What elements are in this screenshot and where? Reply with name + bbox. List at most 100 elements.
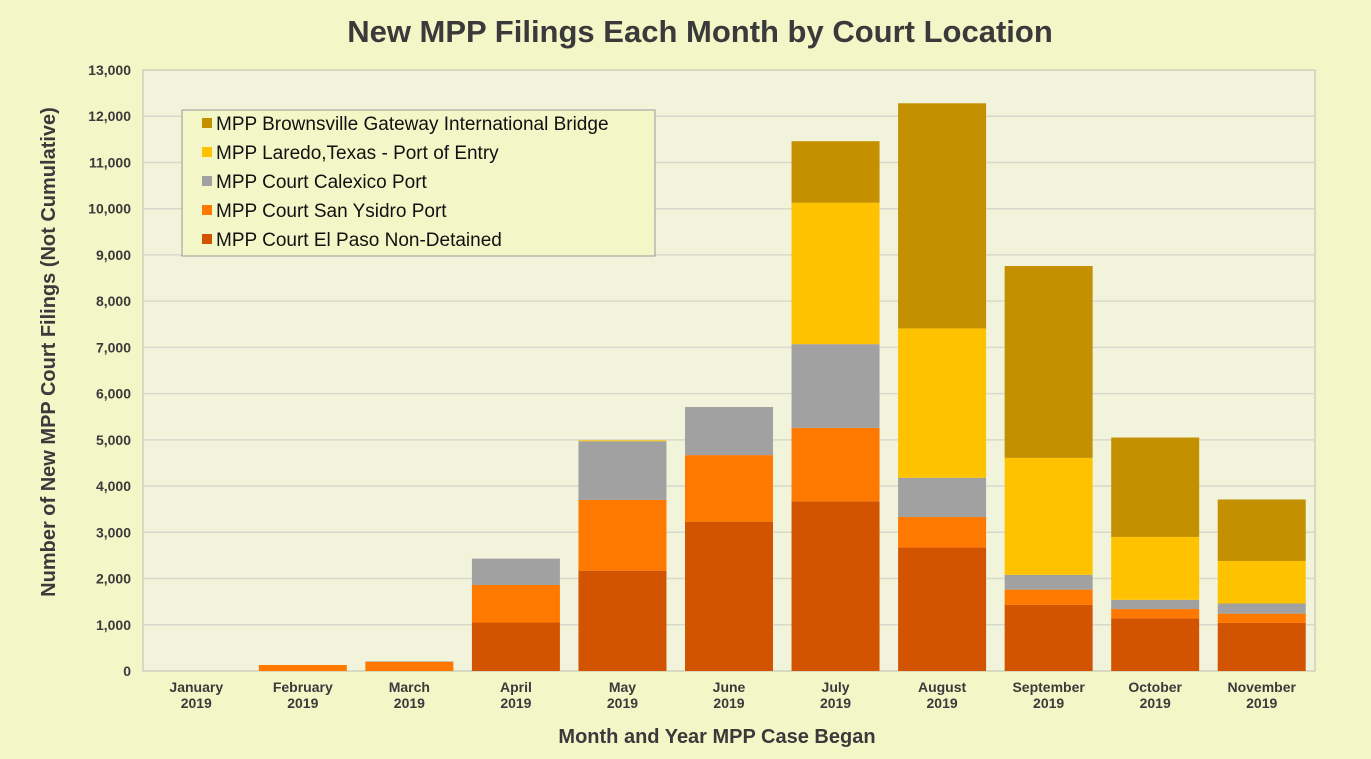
bars: [258, 103, 1306, 671]
bar-segment: [471, 558, 560, 586]
x-tick-label-line: April: [500, 679, 532, 695]
x-tick-label: February 2019: [273, 679, 333, 711]
y-tick-label: 1,000: [96, 617, 131, 633]
bar-segment: [1111, 618, 1200, 671]
legend-swatch: [202, 147, 212, 157]
bar-segment: [898, 477, 987, 518]
x-tick-label-line: February: [273, 679, 333, 695]
x-tick-label-line: November: [1227, 679, 1296, 695]
x-tick-label-line: March: [389, 679, 430, 695]
x-tick-label: August 2019: [918, 679, 967, 711]
y-tick-label: 13,000: [88, 62, 131, 78]
y-tick-label: 10,000: [88, 201, 131, 217]
bar-segment: [791, 202, 880, 345]
legend-label: MPP Laredo,Texas - Port of Entry: [216, 143, 499, 164]
bar-segment: [578, 499, 667, 571]
bar-segment: [365, 661, 454, 671]
bar-segment: [1004, 574, 1093, 590]
x-tick-label: October 2019: [1128, 679, 1182, 711]
bar-segment: [1004, 589, 1093, 605]
y-tick-label: 9,000: [96, 247, 131, 263]
x-tick-label-line: 2019: [181, 695, 212, 711]
bar-segment: [1217, 560, 1306, 604]
y-tick-label: 4,000: [96, 478, 131, 494]
x-tick-label: July 2019: [820, 679, 851, 711]
y-tick-label: 6,000: [96, 386, 131, 402]
x-tick-label-line: May: [609, 679, 636, 695]
x-tick-label: January 2019: [169, 679, 223, 711]
y-axis-ticks: 0 1,000 2,000 3,000 4,000 5,000 6,000 7,000 8,00…: [88, 62, 131, 679]
bar-segment: [1111, 609, 1200, 619]
bar-segment: [578, 570, 667, 671]
legend: MPP Brownsville Gateway International Br…: [181, 109, 656, 257]
x-tick-label-line: October: [1128, 679, 1182, 695]
y-tick-label: 0: [123, 663, 131, 679]
bar-segment: [471, 585, 560, 623]
y-tick-label: 2,000: [96, 571, 131, 587]
bar-segment: [1111, 599, 1200, 610]
x-tick-label: March 2019: [389, 679, 430, 711]
x-tick-label-line: July: [822, 679, 850, 695]
x-tick-label-line: June: [713, 679, 746, 695]
y-tick-label: 7,000: [96, 339, 131, 355]
bar-segment: [1004, 266, 1093, 458]
bar-segment: [898, 328, 987, 478]
x-tick-label-line: 2019: [713, 695, 744, 711]
bar-segment: [1004, 457, 1093, 575]
y-tick-label: 11,000: [89, 154, 131, 170]
bar-segment: [791, 344, 880, 428]
bar-segment: [685, 455, 773, 522]
y-tick-label: 3,000: [96, 524, 131, 540]
x-tick-label-line: 2019: [500, 695, 531, 711]
legend-swatch: [202, 176, 212, 186]
y-tick-label: 12,000: [88, 108, 131, 124]
legend-label: MPP Brownsville Gateway International Br…: [216, 114, 609, 135]
legend-swatch: [202, 118, 212, 128]
x-tick-label: September 2019: [1012, 679, 1085, 711]
x-tick-label-line: 2019: [1140, 695, 1171, 711]
x-tick-label-line: August: [918, 679, 967, 695]
bar-segment: [1217, 613, 1306, 623]
bar-segment: [1111, 437, 1200, 537]
bar-segment: [898, 547, 987, 671]
bar-segment: [898, 517, 987, 548]
bar-segment: [1217, 622, 1306, 671]
bar-segment: [791, 141, 880, 203]
x-tick-label-line: 2019: [1246, 695, 1277, 711]
bar-segment: [1004, 604, 1093, 671]
x-tick-label-line: January: [169, 679, 223, 695]
bar-segment: [578, 440, 667, 442]
bar-segment: [685, 407, 773, 456]
bar-segment: [471, 622, 560, 671]
legend-label: MPP Court Calexico Port: [216, 172, 428, 193]
x-tick-label-line: 2019: [820, 695, 851, 711]
bar-segment: [258, 664, 347, 671]
x-axis-title: Month and Year MPP Case Began: [558, 726, 875, 748]
x-tick-label: November 2019: [1227, 679, 1296, 711]
x-tick-label-line: 2019: [1033, 695, 1064, 711]
bar-segment: [578, 441, 667, 500]
bar-segment: [1217, 603, 1306, 614]
y-tick-label: 8,000: [96, 293, 131, 309]
x-tick-label-line: 2019: [927, 695, 958, 711]
x-tick-label: May 2019: [607, 679, 638, 711]
y-axis-title: Number of New MPP Court Filings (Not Cum…: [38, 107, 60, 597]
x-tick-label-line: September: [1012, 679, 1085, 695]
legend-box: [181, 109, 656, 257]
bar-segment: [1217, 499, 1306, 561]
legend-swatch: [202, 205, 212, 215]
bar-segment: [791, 427, 880, 502]
y-tick-label: 5,000: [96, 432, 131, 448]
bar-segment: [1111, 536, 1200, 600]
legend-label: MPP Court San Ysidro Port: [216, 201, 447, 222]
x-tick-label: June 2019: [713, 679, 746, 711]
bar-segment: [685, 521, 773, 671]
bar-segment: [791, 501, 880, 671]
legend-label: MPP Court El Paso Non-Detained: [216, 230, 502, 251]
x-tick-label-line: 2019: [607, 695, 638, 711]
x-tick-label-line: 2019: [394, 695, 425, 711]
chart-title: New MPP Filings Each Month by Court Loca…: [347, 14, 1053, 49]
legend-swatch: [202, 234, 212, 244]
